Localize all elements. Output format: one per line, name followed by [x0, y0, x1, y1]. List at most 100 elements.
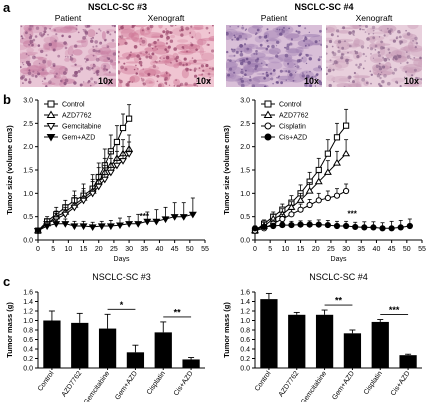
data-point-marker [264, 122, 272, 130]
y-tick-label: 1.0 [240, 318, 250, 325]
bar-cisplatin [371, 321, 389, 368]
y-tick-label: 0.8 [240, 328, 250, 335]
y-tick-label: 1.4 [240, 299, 250, 306]
data-point-marker [288, 211, 295, 218]
histology-image-sc3-patient: 10x [20, 25, 116, 87]
x-tick-label: 50 [186, 246, 194, 253]
panel-letter-b: b [3, 92, 11, 107]
data-point-marker [88, 224, 97, 232]
significance-annotation: *** [140, 212, 150, 221]
data-point-marker [106, 169, 115, 177]
x-axis-label: Days [114, 256, 130, 262]
x-tick-label: 50 [403, 246, 411, 253]
data-point-marker [70, 223, 79, 231]
x-tick-label: AZD7762 [278, 370, 301, 398]
data-point-marker [342, 187, 350, 195]
y-tick-label: 1.5 [240, 168, 250, 175]
y-tick-label: 1.5 [23, 168, 33, 175]
data-point-marker [46, 110, 56, 118]
bar-gem-azd [343, 333, 362, 368]
data-point-marker [161, 216, 170, 224]
bar-chart-sc4: NSCLC-SC #4 0.0 0.2 0.4 0.6 0.8 1.0 1.2 1.4 1.6 Tu… [222, 272, 422, 402]
bar-control [43, 320, 61, 368]
data-point-marker [333, 158, 341, 166]
data-point-marker [388, 225, 395, 232]
data-point-marker [342, 222, 350, 230]
x-axis-label: Days [331, 256, 347, 262]
significance-marker: * [120, 300, 124, 310]
bar-gemcitabine [98, 328, 117, 368]
data-point-marker [264, 100, 272, 108]
y-tick-label: 0.0 [240, 366, 250, 373]
legend-label: Gemcitabine [62, 124, 101, 131]
data-point-marker [170, 214, 179, 221]
data-point-marker [305, 186, 314, 194]
y-tick-label: 1.6 [240, 290, 250, 297]
data-point-marker [113, 138, 121, 146]
x-tick-label: 20 [95, 246, 103, 253]
panel-letter-a: a [3, 0, 11, 15]
data-point-marker [251, 225, 259, 232]
x-tick-label: 15 [80, 246, 88, 253]
data-point-marker [296, 196, 305, 203]
magnification-label: 10x [403, 76, 419, 86]
magnification-label: 10x [303, 76, 319, 86]
data-point-marker [116, 222, 124, 230]
x-tick-label: Gemcitabine [83, 370, 111, 402]
x-tick-label: Cisplatin [146, 370, 167, 396]
chart-title: NSCLC-SC #4 [309, 272, 368, 282]
data-point-marker [323, 168, 332, 175]
image-label-sc3-xenograft: Xenograft [147, 13, 185, 23]
data-point-marker [333, 134, 341, 141]
x-tick-label: 20 [312, 246, 320, 253]
significance-marker: *** [389, 305, 400, 315]
y-tick-label: 1.6 [23, 290, 33, 297]
y-tick-label: 0.6 [240, 337, 250, 344]
data-point-marker [279, 215, 286, 223]
data-point-marker [188, 211, 197, 219]
legend-label: Control [279, 102, 302, 109]
magnification-label: 10x [195, 76, 211, 86]
x-tick-label: Cisplatin [363, 370, 384, 396]
x-tick-label: Cis+AZD [173, 370, 195, 397]
x-tick-label: 35 [140, 246, 148, 253]
data-point-marker [264, 133, 272, 141]
x-tick-label: Cis+AZD [390, 370, 412, 397]
data-point-marker [370, 224, 377, 231]
data-point-marker [46, 134, 56, 142]
y-tick-label: 1.4 [23, 299, 33, 306]
data-point-marker [314, 177, 323, 185]
legend-label: Cisplatin [279, 124, 306, 131]
y-tick-label: 1.2 [23, 309, 33, 316]
data-point-marker [333, 192, 341, 199]
data-point-marker [88, 190, 97, 198]
significance-marker: ** [335, 296, 343, 306]
data-point-marker [342, 149, 351, 157]
x-tick-label: Gemcitabine [300, 370, 328, 402]
data-point-marker [315, 166, 322, 174]
data-point-marker [134, 221, 143, 228]
data-point-marker [79, 223, 88, 231]
panel-a-title-sc3: NSCLC-SC #3 [87, 2, 147, 12]
x-tick-label: Control [37, 370, 56, 393]
data-point-marker [279, 221, 286, 229]
data-point-marker [61, 221, 70, 228]
data-point-marker [324, 150, 331, 157]
x-tick-label: 0 [36, 246, 40, 253]
y-tick-label: 0.0 [23, 366, 33, 373]
x-tick-label: 0 [253, 246, 257, 253]
data-point-marker [70, 204, 79, 212]
data-point-marker [333, 222, 341, 230]
magnification-label: 10x [97, 76, 113, 86]
x-tick-label: 40 [373, 246, 381, 253]
x-tick-label: 10 [64, 246, 72, 253]
data-point-marker [119, 158, 127, 165]
y-tick-label: 1.0 [23, 318, 33, 325]
y-tick-label: 2.0 [240, 144, 250, 151]
y-tick-label: 1.0 [240, 191, 250, 198]
data-point-marker [94, 183, 103, 191]
data-point-marker [79, 197, 88, 205]
histology-image-sc4-patient: 10x [226, 25, 322, 87]
y-tick-label: 3.0 [23, 98, 33, 105]
data-point-marker [315, 197, 322, 204]
